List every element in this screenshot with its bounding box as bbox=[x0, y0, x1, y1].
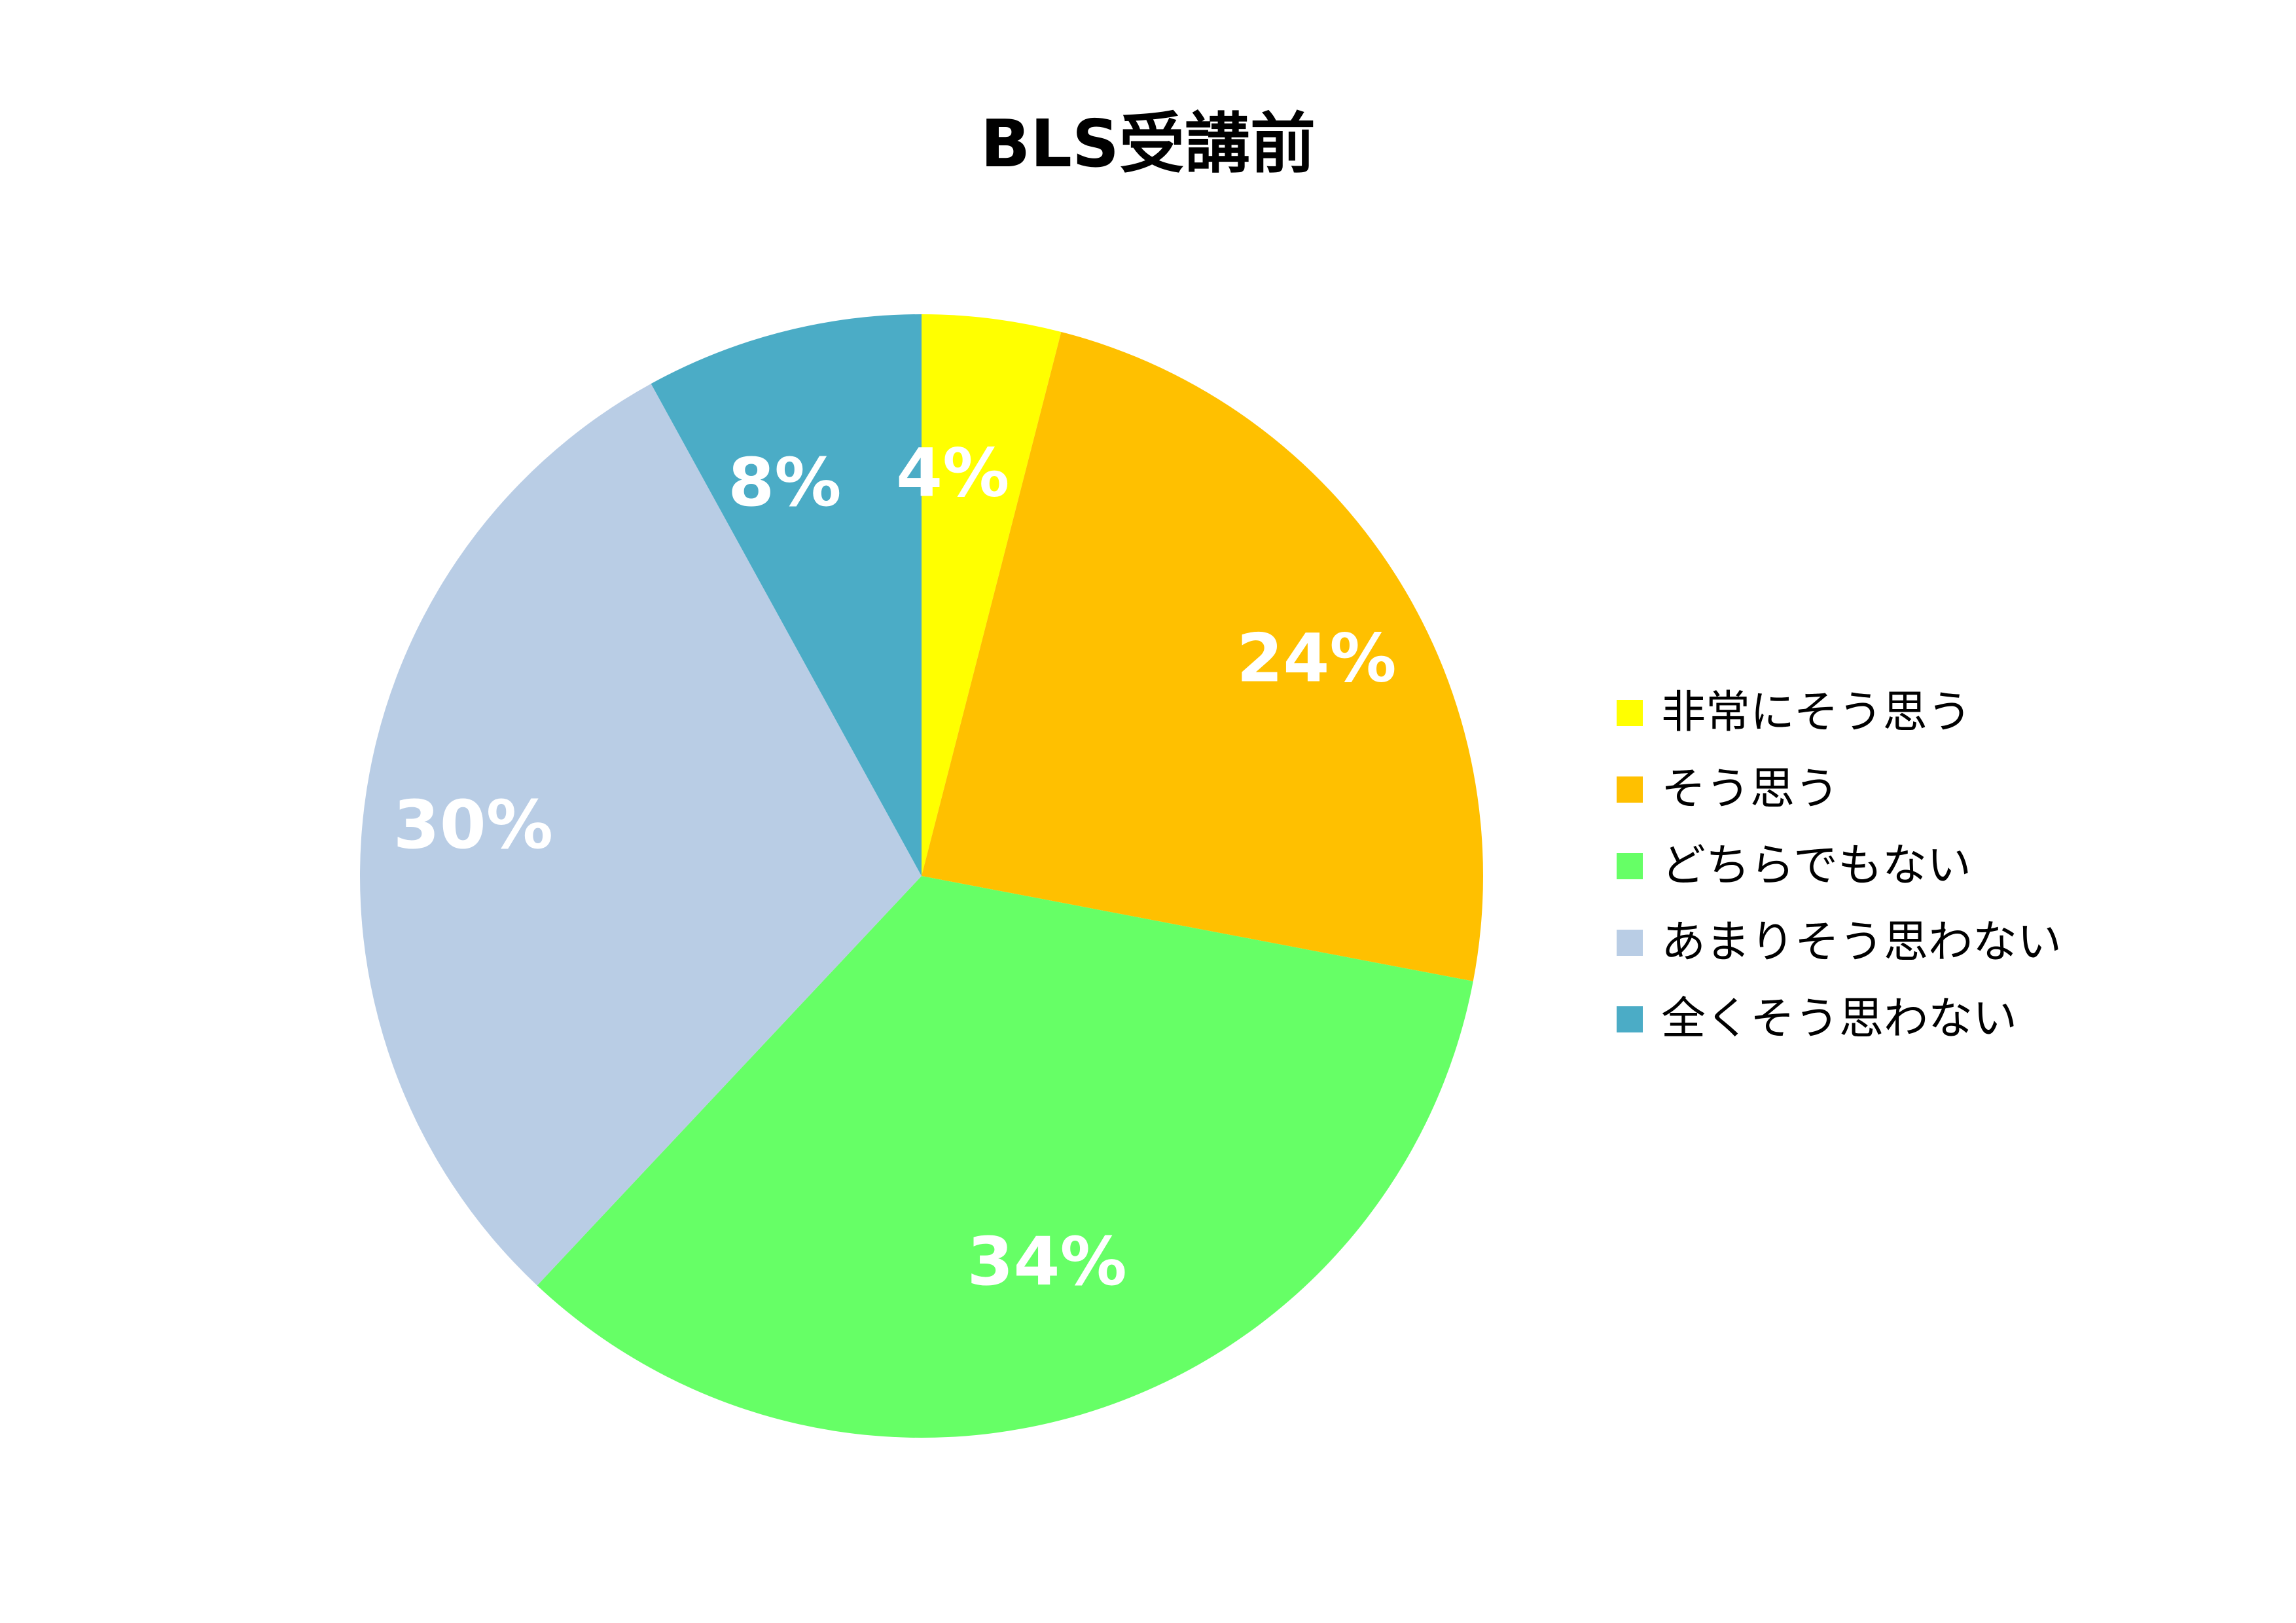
slice-data-label-3: 34% bbox=[967, 1223, 1127, 1301]
slice-data-label-4: 30% bbox=[393, 786, 553, 864]
legend-swatch bbox=[1617, 929, 1643, 956]
legend-item-3: どちらでもない bbox=[1617, 828, 2062, 904]
slice-data-label-2: 24% bbox=[1236, 619, 1396, 697]
legend-item-2: そう思う bbox=[1617, 751, 2062, 828]
legend-label: どちらでもない bbox=[1661, 839, 1971, 892]
legend-swatch bbox=[1617, 699, 1643, 726]
legend-label: 全くそう思わない bbox=[1661, 993, 2018, 1045]
pie-slice-3 bbox=[537, 876, 1473, 1438]
legend-swatch bbox=[1617, 1006, 1643, 1032]
legend-label: そう思う bbox=[1661, 763, 1840, 815]
legend-swatch bbox=[1617, 776, 1643, 803]
legend-item-1: 非常にそう思う bbox=[1617, 674, 2062, 751]
legend: 非常にそう思う そう思うどちらでもないあまりそう思わない 全くそう思わない bbox=[1617, 674, 2062, 1057]
pie-slice-1 bbox=[922, 314, 1062, 876]
legend-swatch bbox=[1617, 852, 1643, 879]
legend-item-5: 全くそう思わない bbox=[1617, 981, 2062, 1057]
pie-slice-2 bbox=[922, 331, 1483, 981]
legend-label: あまりそう思わない bbox=[1661, 916, 2062, 968]
chart-title: BLS受講前 bbox=[980, 105, 1316, 182]
legend-item-4: あまりそう思わない bbox=[1617, 904, 2062, 981]
slice-data-label-5: 8% bbox=[728, 444, 841, 522]
pie-slice-5 bbox=[651, 314, 922, 876]
slice-data-label-1: 4% bbox=[896, 434, 1009, 512]
pie-slice-4 bbox=[359, 384, 922, 1286]
legend-label: 非常にそう思う bbox=[1661, 686, 1972, 739]
